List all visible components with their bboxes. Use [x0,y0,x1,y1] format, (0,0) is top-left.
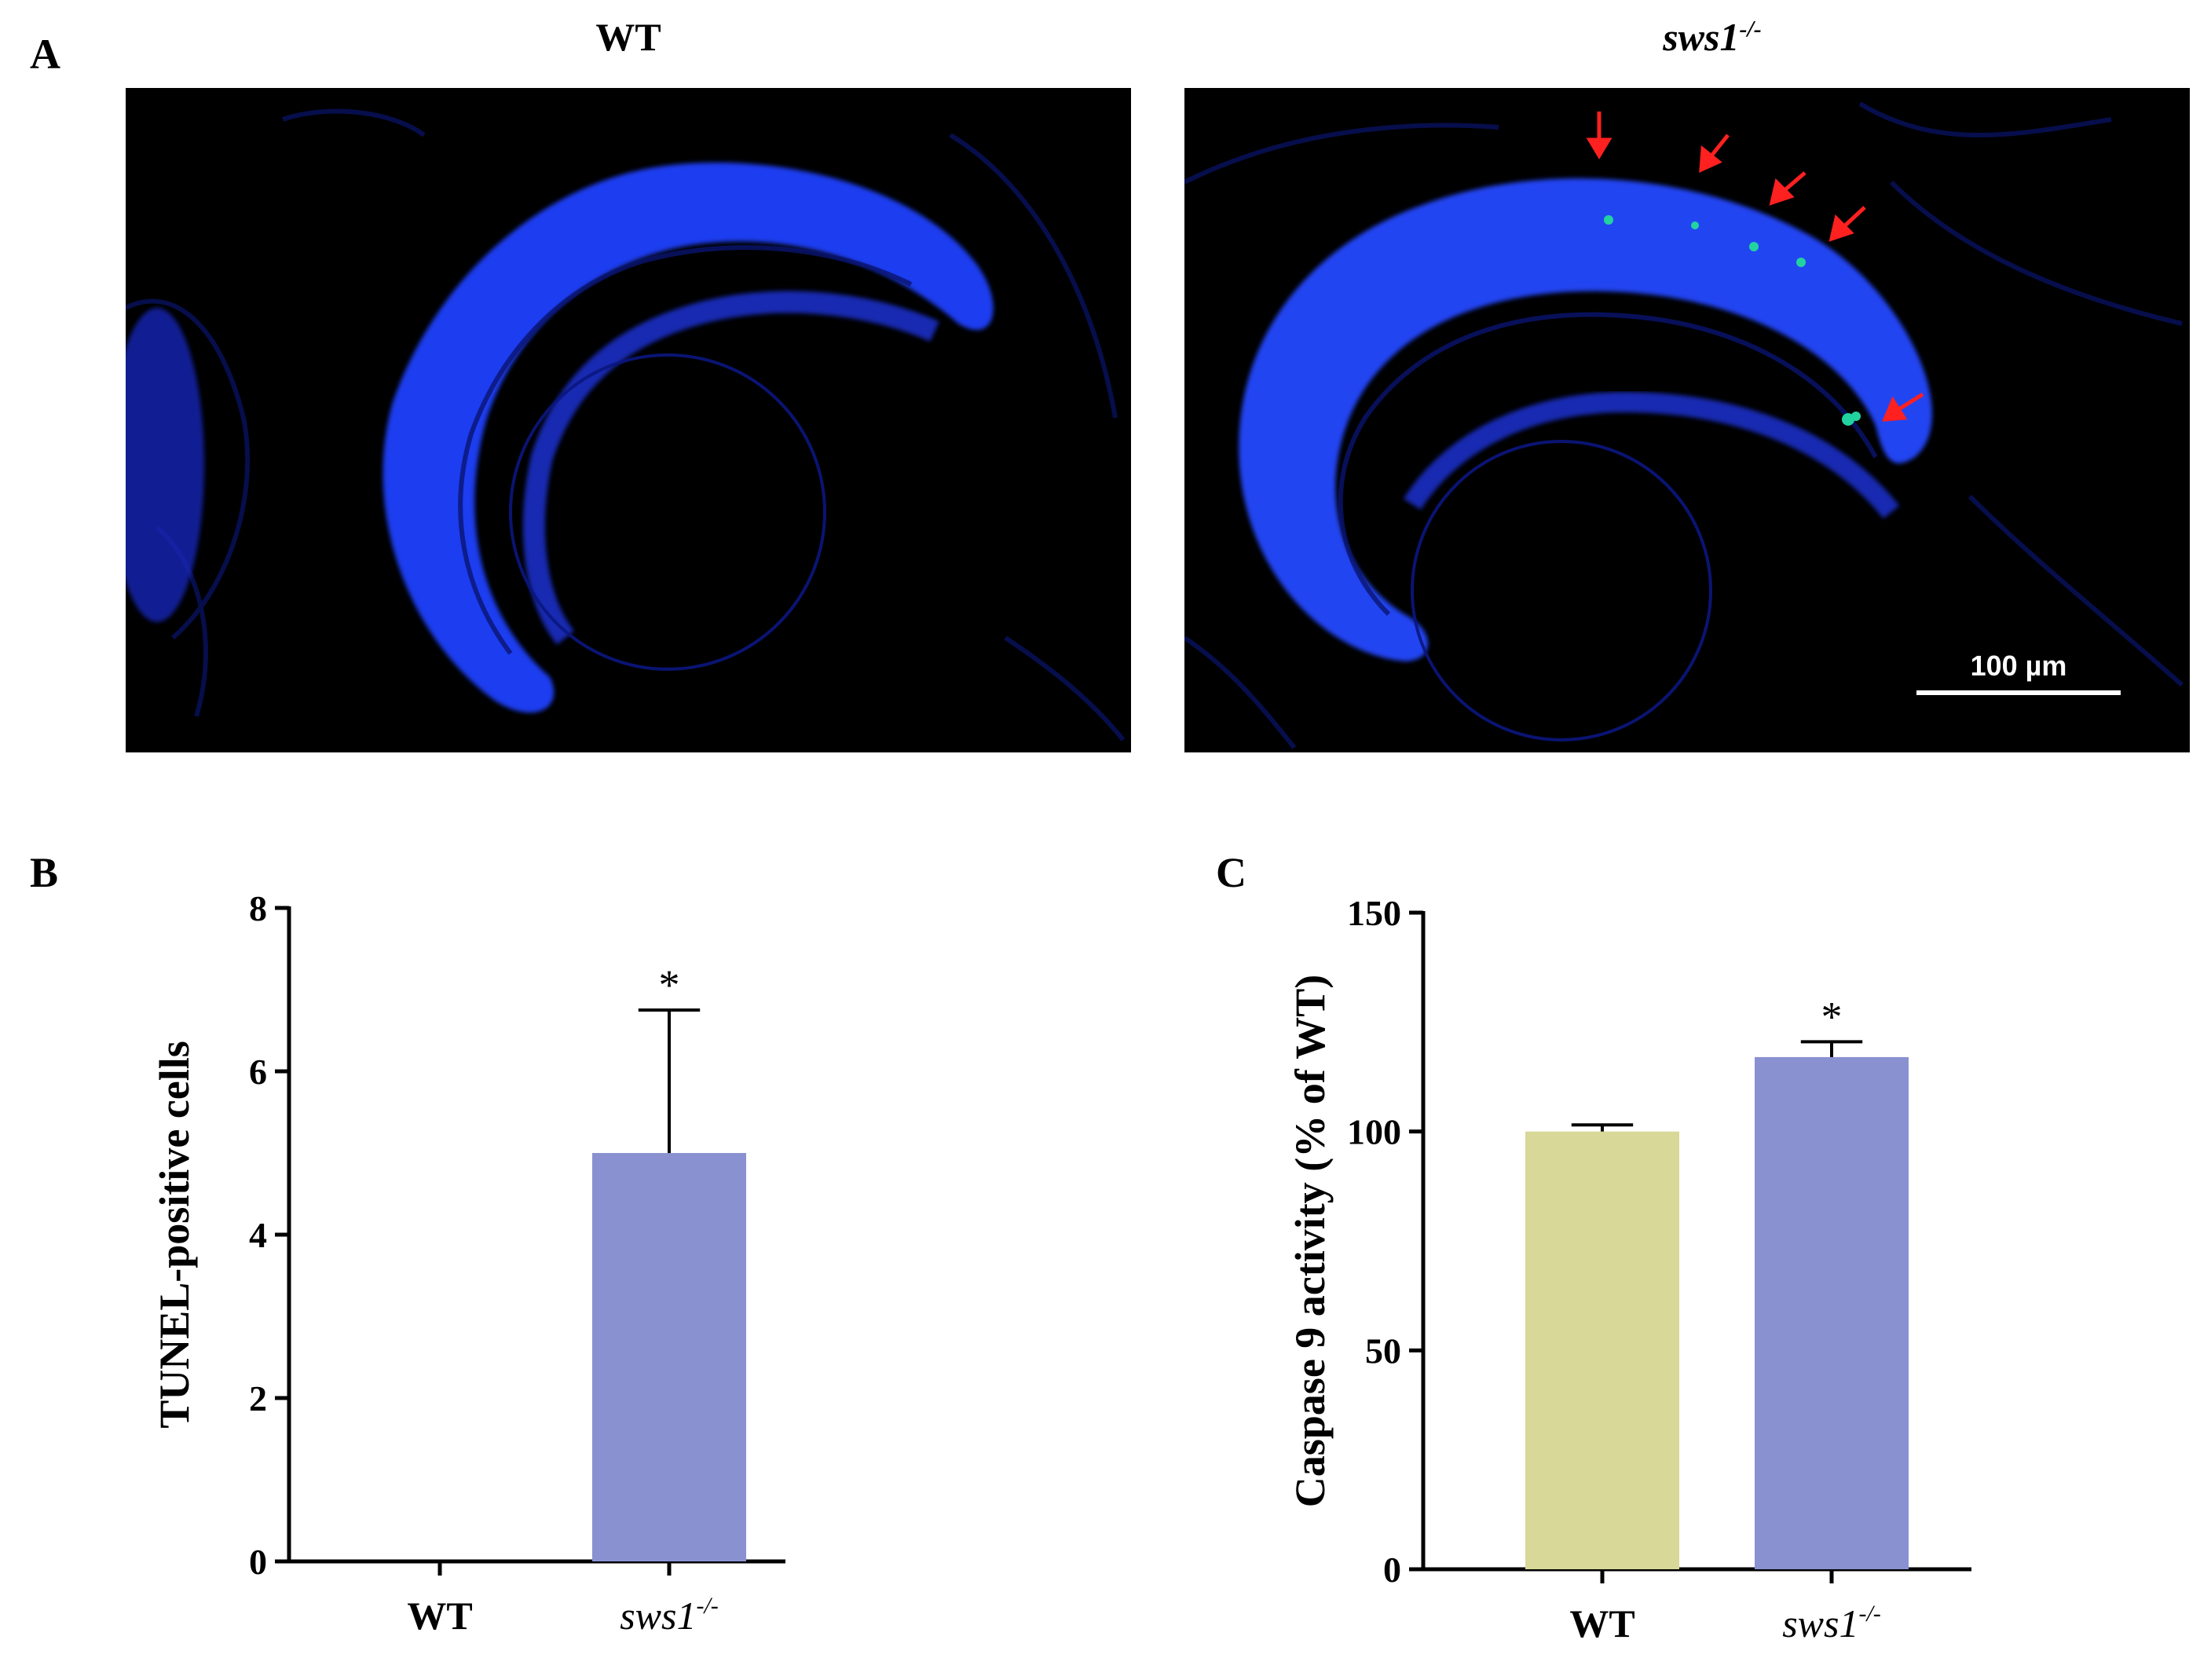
bar [592,1153,746,1561]
wt-lens [509,353,826,671]
mutant-retina [1239,178,1932,661]
significance-marker: * [1821,993,1843,1040]
category-label-base: sws1 [620,1594,696,1638]
y-tick-label: 50 [1365,1330,1401,1371]
wt-image-title: WT [595,15,661,59]
wt-retina [383,163,994,713]
y-tick-label: 8 [249,888,267,928]
y-tick-label: 150 [1347,893,1401,933]
arrow-icon [1769,171,1807,206]
wt-micrograph-svg [126,108,1126,741]
panel-b-letter: B [30,849,59,896]
tunel-bar-chart: 0 2 4 6 8 TUNEL-positive cells WT * sws1-/- [151,888,785,1638]
y-tick-label: 100 [1347,1112,1401,1152]
mutant-image-title: sws1-/- [1555,14,1869,60]
y-axis-label: Caspase 9 activity (% of WT) [1287,975,1334,1507]
y-axis-label: TUNEL-positive cells [151,1041,198,1429]
arrow-icon [1699,134,1730,174]
bar [1755,1056,1909,1569]
x-category-label: sws1-/- [620,1593,719,1638]
scale-bar-label: 100 µm [1971,650,2067,682]
y-tick-label: 6 [249,1052,267,1092]
category-label-sup: -/- [1858,1601,1880,1627]
mutant-lens [1411,440,1712,741]
significance-marker: * [659,961,680,1008]
category-label-base: sws1 [1782,1601,1858,1645]
panel-c-letter: C [1216,849,1246,896]
arrow-icon [1828,206,1866,242]
y-tick-label: 0 [1383,1550,1401,1590]
arrow-icon [1882,392,1924,422]
wt-micrograph [126,88,1131,752]
mutant-micrograph-svg: 100 µm [1184,101,2184,749]
y-tick-label: 4 [249,1215,267,1255]
x-category-label: WT [407,1594,472,1638]
mutant-micrograph: 100 µm [1184,88,2190,752]
category-label-base: WT [1569,1601,1634,1645]
caspase-bar-chart: 0 50 100 150 Caspase 9 activity (% of WT) WT *… [1287,893,1971,1645]
y-tick-label: 0 [249,1542,267,1582]
mutant-background-tissue [1184,101,2184,749]
red-arrows [1586,112,1924,422]
category-label-sup: -/- [696,1593,718,1619]
y-tick-label: 2 [249,1378,267,1418]
tunel-positive-cells [1604,215,1861,426]
mutant-title-sup: -/- [1739,16,1762,42]
category-label-base: WT [407,1594,472,1638]
bar [1525,1131,1679,1569]
panel-a-letter: A [30,31,60,78]
mutant-title-base: sws1 [1663,15,1740,59]
arrow-icon [1586,112,1612,159]
x-category-label: WT [1569,1601,1634,1645]
x-category-label: sws1-/- [1782,1601,1881,1645]
